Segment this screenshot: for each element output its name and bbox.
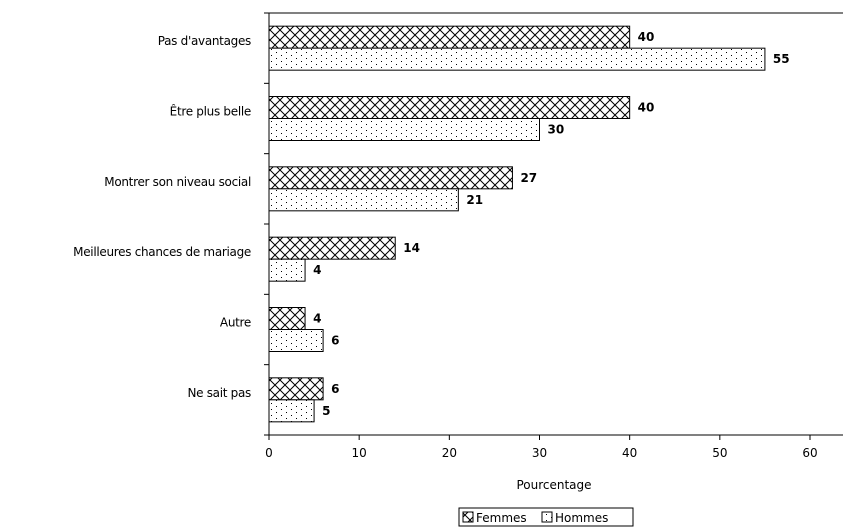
bar-femmes bbox=[268, 25, 631, 49]
data-label-hommes: 5 bbox=[322, 404, 330, 418]
data-label-hommes: 21 bbox=[466, 193, 483, 207]
x-tick-label: 60 bbox=[802, 446, 817, 460]
bar-hommes bbox=[268, 47, 766, 71]
legend: Femmes Hommes bbox=[458, 507, 634, 527]
legend-label-hommes: Hommes bbox=[555, 511, 608, 525]
data-label-femmes: 40 bbox=[638, 30, 655, 44]
data-label-hommes: 4 bbox=[313, 263, 321, 277]
x-tick-label: 10 bbox=[352, 446, 367, 460]
category-label: Ne sait pas bbox=[187, 386, 251, 400]
category-labels-group: Pas d'avantages Être plus belle Montrer so… bbox=[73, 34, 251, 400]
data-label-hommes: 55 bbox=[773, 52, 790, 66]
bar-hommes bbox=[268, 399, 315, 423]
x-tick-label: 50 bbox=[712, 446, 727, 460]
data-label-hommes: 6 bbox=[331, 334, 339, 348]
data-label-hommes: 30 bbox=[548, 123, 565, 137]
x-axis-ticks-group: 0 10 20 30 40 50 60 bbox=[265, 435, 818, 460]
data-label-femmes: 14 bbox=[403, 241, 420, 255]
bar-femmes bbox=[268, 307, 306, 330]
bar-femmes bbox=[268, 377, 324, 401]
data-label-femmes: 6 bbox=[331, 382, 339, 396]
data-label-femmes: 27 bbox=[520, 171, 537, 185]
bar-femmes bbox=[268, 166, 513, 190]
bar-hommes bbox=[268, 118, 540, 141]
bar-hommes bbox=[268, 329, 324, 352]
x-tick-label: 0 bbox=[265, 446, 273, 460]
category-label: Pas d'avantages bbox=[158, 34, 251, 48]
x-tick-label: 30 bbox=[532, 446, 547, 460]
legend-swatch-femmes bbox=[462, 511, 474, 523]
data-label-femmes: 4 bbox=[313, 312, 321, 326]
category-label: Montrer son niveau social bbox=[104, 175, 251, 189]
x-tick-label: 40 bbox=[622, 446, 637, 460]
plot-frame bbox=[264, 12, 843, 436]
category-label: Autre bbox=[220, 316, 251, 330]
bar-hommes bbox=[268, 188, 459, 212]
bar-femmes bbox=[268, 96, 631, 119]
x-axis-label: Pourcentage bbox=[516, 478, 591, 492]
bars-group bbox=[268, 25, 766, 423]
data-label-femmes: 40 bbox=[638, 101, 655, 115]
category-label: Être plus belle bbox=[170, 104, 251, 119]
x-tick-label: 20 bbox=[442, 446, 457, 460]
bar-hommes bbox=[268, 258, 306, 282]
legend-label-femmes: Femmes bbox=[476, 511, 527, 525]
legend-swatch-hommes bbox=[541, 511, 553, 523]
category-label: Meilleures chances de mariage bbox=[73, 245, 251, 259]
bar-femmes bbox=[268, 236, 396, 260]
